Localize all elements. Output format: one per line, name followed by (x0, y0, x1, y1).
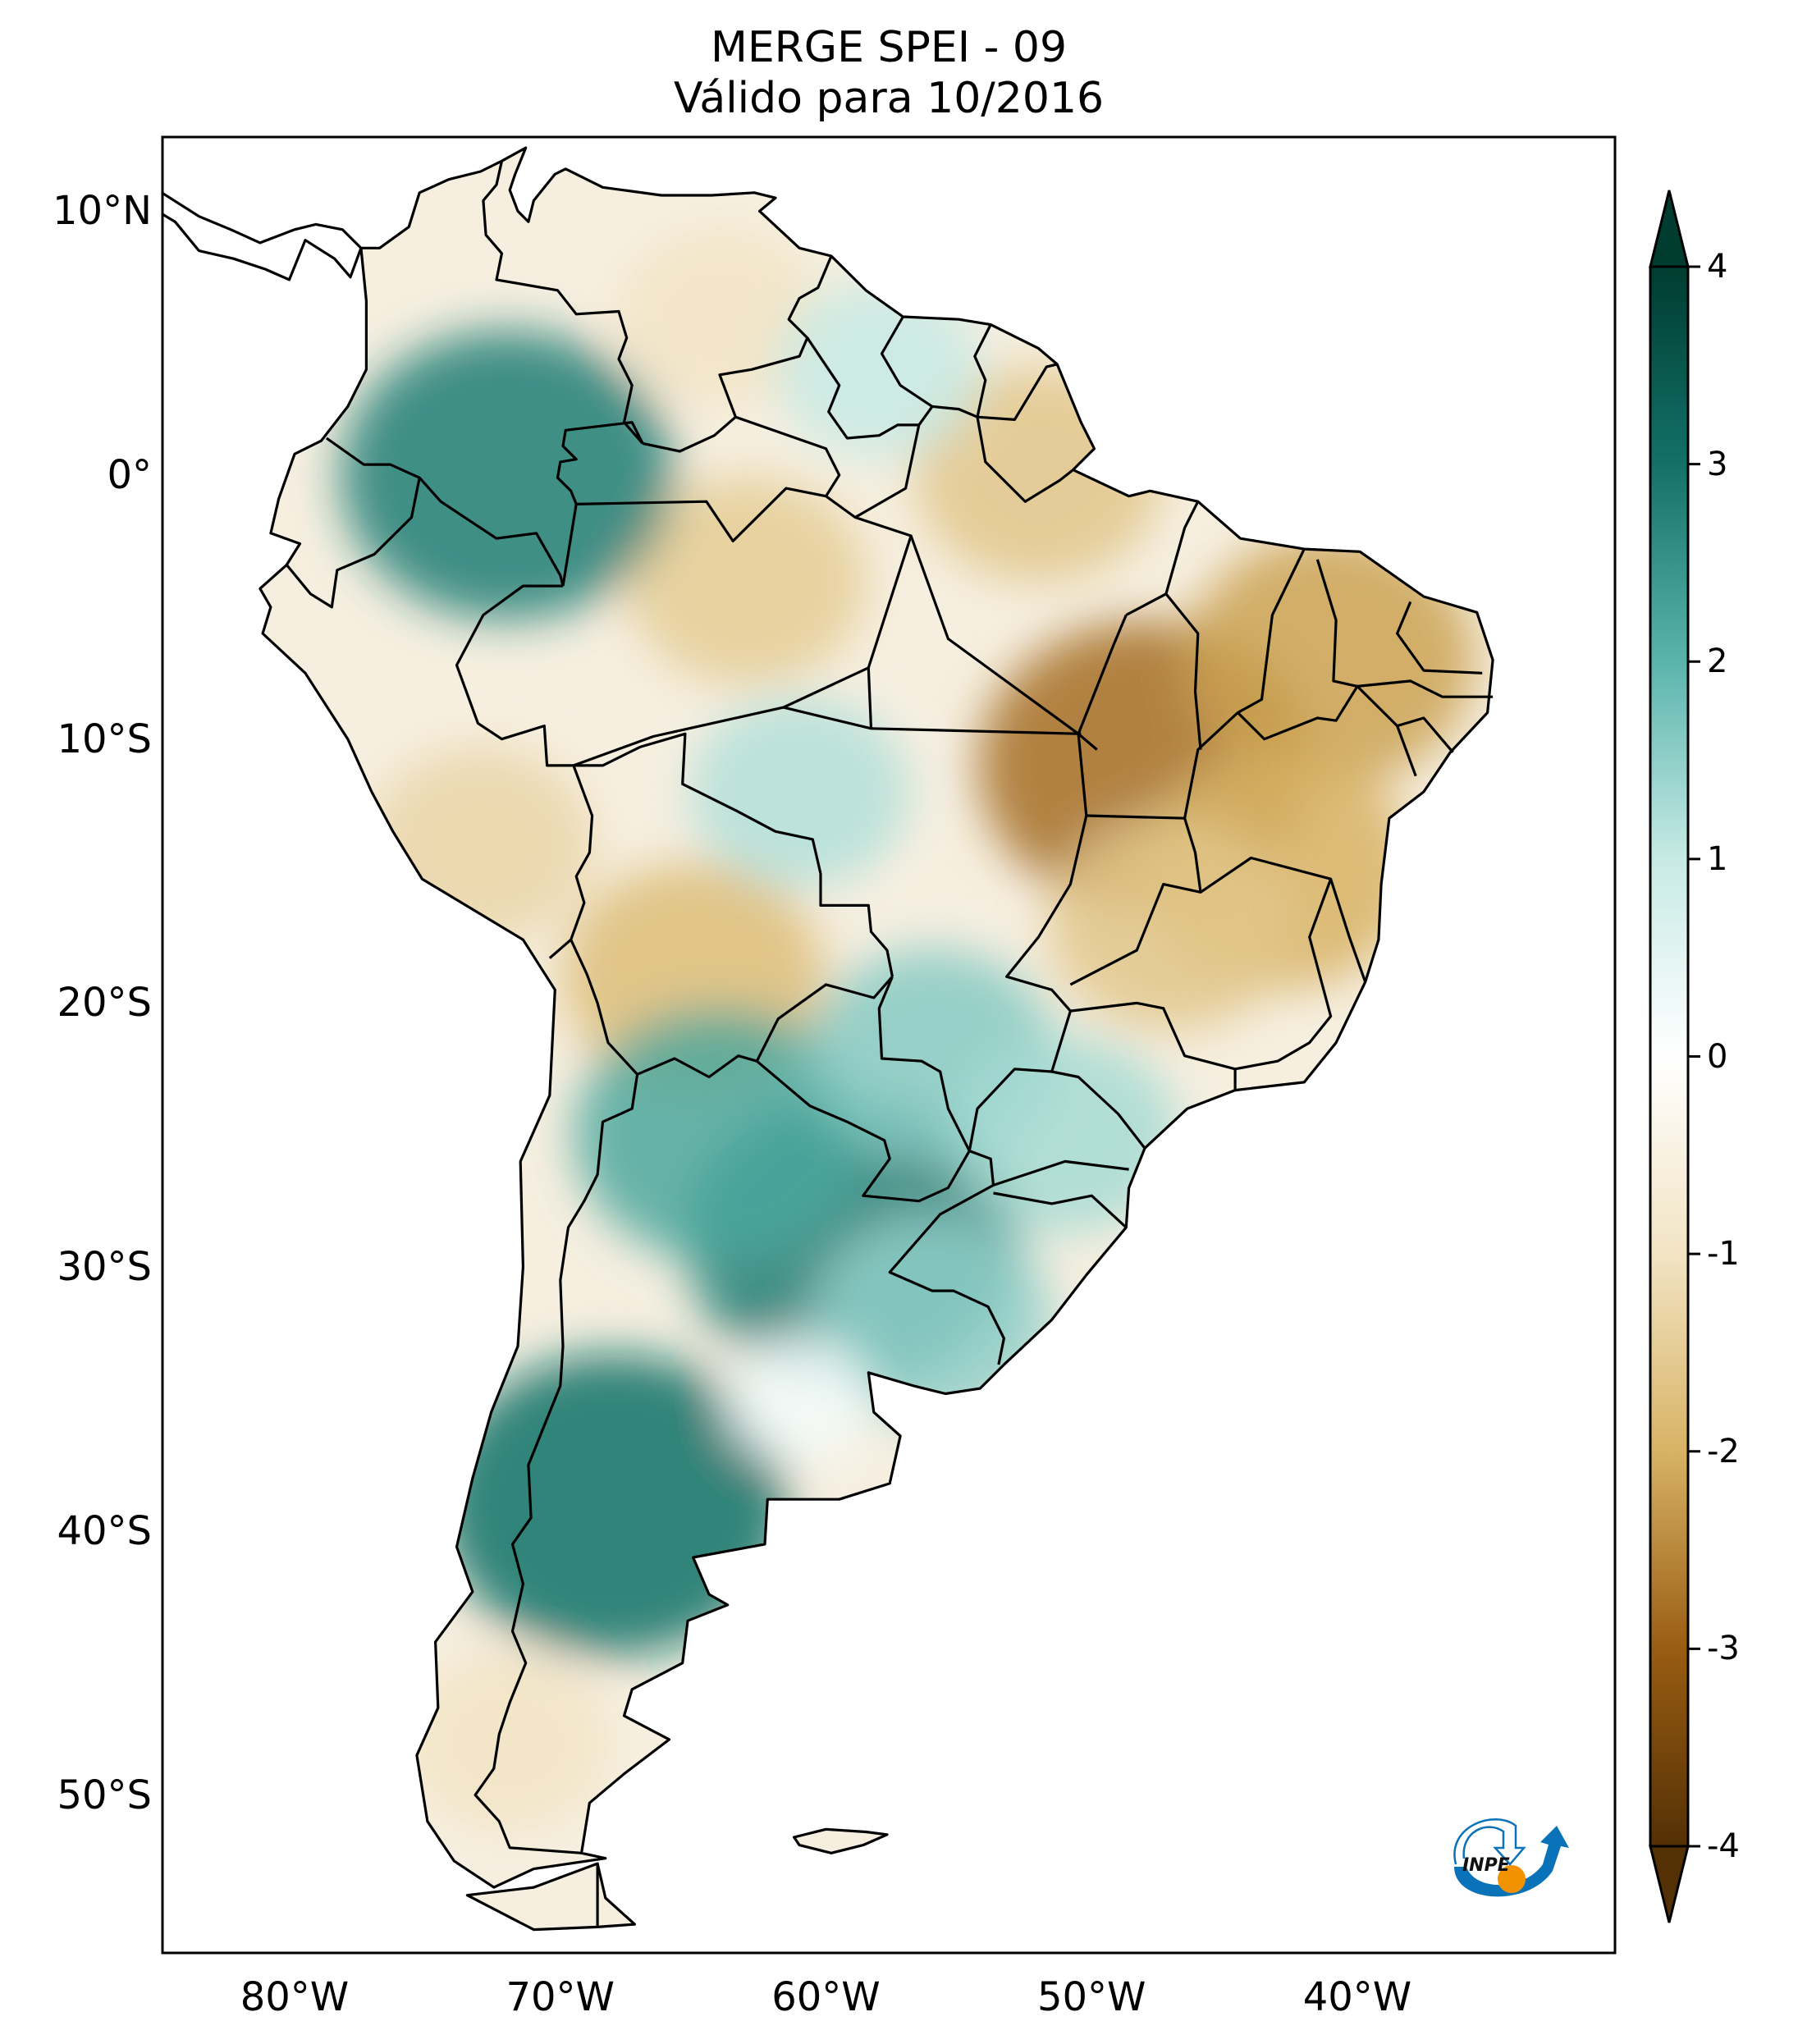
country-border (1125, 501, 1200, 616)
x-tick-label: 50°W (1036, 1974, 1146, 2020)
anomaly-region (574, 1008, 865, 1261)
country-border (871, 727, 1082, 735)
anomaly-region (952, 1036, 1178, 1233)
country-border (1183, 684, 1454, 819)
chart-title: MERGE SPEI - 09 (710, 23, 1068, 72)
colorbar-extend-max (1649, 190, 1690, 268)
anomaly-region (626, 476, 867, 685)
colorbar-tick-label: -1 (1707, 1235, 1740, 1273)
country-border (474, 1074, 639, 1854)
colorbar-scale (1649, 265, 1690, 1848)
country-border (1396, 725, 1417, 777)
logo-swoosh (1454, 1826, 1569, 1897)
country-border (755, 976, 894, 1062)
country-border (888, 1150, 1006, 1365)
y-tick-label: 50°S (57, 1772, 152, 1818)
colorbar-tick-label: 0 (1707, 1037, 1728, 1076)
country-border (642, 255, 833, 453)
country-border (573, 732, 894, 977)
anomaly-region (341, 330, 674, 620)
country-border (570, 939, 638, 1076)
x-tick-label: 40°W (1302, 1974, 1412, 2020)
anomaly-region (725, 1335, 873, 1463)
y-tick-label: 0° (107, 452, 152, 498)
x-tick-label: 80°W (240, 1974, 350, 2020)
country-border (1315, 559, 1358, 688)
country-border (1237, 548, 1306, 714)
country-border (482, 160, 644, 445)
country-border (806, 316, 934, 440)
y-tick-label: 30°S (57, 1244, 152, 1291)
anomaly-region (439, 1353, 788, 1656)
colorbar-tick-label: 2 (1707, 642, 1728, 681)
country-border (1164, 592, 1202, 750)
coastline-tierra-del-fuego (465, 1862, 637, 1932)
anomaly-region (690, 697, 909, 887)
country-border (976, 416, 1074, 503)
anomaly-region (617, 227, 822, 405)
country-border (854, 424, 921, 519)
country-border (1395, 601, 1483, 674)
country-borders (161, 146, 1494, 1932)
anomaly-region (812, 1215, 1053, 1424)
logo-sun (1498, 1865, 1526, 1893)
coastline-falklands (792, 1827, 889, 1854)
inpe-logo-icon: INPE (1453, 1818, 1569, 1897)
map-frame (161, 135, 1617, 1955)
country-border (1051, 1070, 1146, 1150)
anomaly-region (1047, 816, 1295, 1031)
anomaly-region (777, 281, 981, 459)
logo-arrow (1453, 1818, 1526, 1866)
country-border (993, 1191, 1128, 1228)
country-border (1069, 814, 1202, 986)
country-border (286, 477, 421, 609)
coastline (258, 146, 1494, 1889)
country-border (931, 323, 992, 418)
x-tick-label: 70°W (506, 1974, 615, 2020)
country-border (636, 1054, 757, 1079)
colorbar-tick-label: -4 (1707, 1827, 1740, 1865)
colorbar-tick-label: -3 (1707, 1630, 1740, 1668)
country-border (325, 437, 565, 587)
x-tick-label: 60°W (771, 1974, 881, 2020)
colorbar (1649, 190, 1700, 1923)
colorbar-tick-label: 1 (1707, 839, 1728, 878)
country-border (1357, 679, 1494, 698)
anomaly-region (405, 1653, 610, 1831)
colorbar-tick-label: -2 (1707, 1432, 1740, 1470)
country-border (977, 363, 1058, 421)
chart-subtitle: Válido para 10/2016 (673, 74, 1105, 123)
country-border (877, 976, 971, 1152)
y-tick-label: 20°S (57, 980, 152, 1027)
colorbar-extend-min (1649, 1845, 1690, 1923)
country-border (756, 1059, 971, 1203)
country-border (734, 415, 841, 497)
coastline-central-america (161, 191, 363, 281)
y-tick-label: 40°S (57, 1507, 152, 1554)
country-border (556, 421, 644, 587)
country-border (968, 614, 1128, 1151)
country-border (992, 1159, 1129, 1187)
country-border (455, 584, 574, 767)
country-border (1070, 878, 1333, 1071)
country-border (909, 535, 1098, 751)
colorbar-tick-label: 3 (1707, 445, 1728, 483)
logo-text: INPE (1462, 1855, 1510, 1876)
y-tick-label: 10°N (53, 188, 152, 235)
colorbar-tick-label: 4 (1707, 248, 1728, 286)
y-tick-label: 10°S (57, 716, 152, 762)
